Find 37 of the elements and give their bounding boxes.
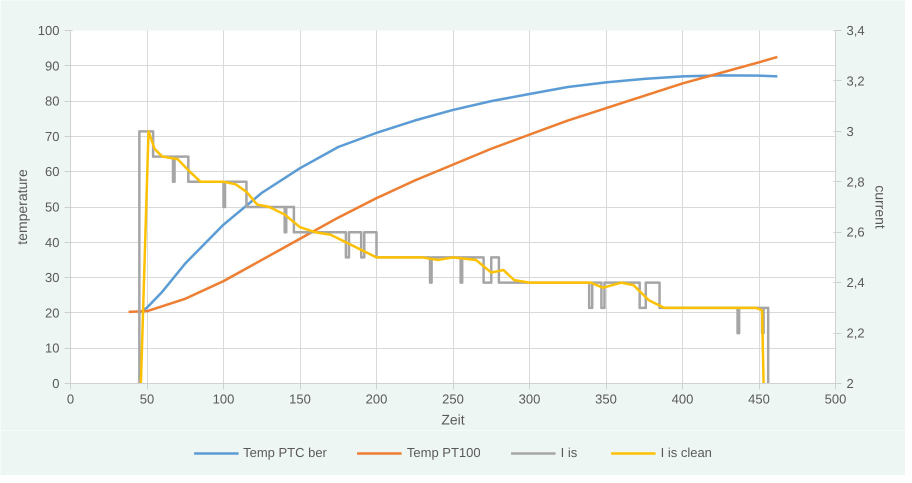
- y2-tick-label: 3,4: [846, 23, 865, 38]
- y-tick-label: 50: [45, 200, 60, 214]
- legend-label: I is clean: [660, 445, 712, 460]
- y-tick-label: 20: [45, 305, 60, 320]
- y-tick-label: 60: [45, 164, 60, 180]
- legend-label: I is: [560, 445, 578, 460]
- x-tick-label: 250: [442, 392, 464, 406]
- x-tick-label: 500: [824, 392, 846, 406]
- x-tick-label: 450: [748, 392, 770, 406]
- x-tick-label: 0: [66, 392, 74, 406]
- y-axis-title: temperature: [14, 169, 30, 245]
- x-tick-label: 100: [212, 392, 234, 406]
- y-tick-label: 40: [45, 234, 60, 250]
- x-tick-label: 400: [672, 392, 694, 406]
- y-tick-label: 30: [45, 270, 60, 286]
- legend-label: Temp PT100: [406, 445, 481, 460]
- x-tick-label: 200: [366, 392, 388, 406]
- y-tick-label: 70: [45, 128, 60, 144]
- y-tick-label: 90: [45, 58, 60, 74]
- y2-tick-label: 3: [846, 124, 854, 139]
- y-tick-label: 0: [52, 376, 60, 391]
- y2-tick-label: 2,6: [846, 224, 865, 240]
- y-tick-label: 10: [45, 340, 60, 356]
- y2-tick-label: 3,2: [846, 73, 865, 88]
- x-axis-title: Zeit: [441, 412, 465, 428]
- y-tick-label: 80: [45, 94, 60, 109]
- x-tick-label: 350: [595, 392, 617, 406]
- x-tick-label: 50: [140, 392, 154, 406]
- y2-axis-title: current: [872, 185, 889, 229]
- x-tick-label: 150: [289, 392, 311, 406]
- legend-label: Temp PTC ber: [243, 445, 327, 460]
- y2-tick-label: 2,2: [846, 326, 865, 341]
- y-tick-label: 100: [38, 23, 60, 38]
- x-tick-label: 300: [518, 392, 540, 406]
- y2-tick-label: 2,4: [846, 275, 865, 290]
- y2-tick-label: 2: [846, 376, 854, 391]
- y2-tick-label: 2,8: [846, 174, 865, 190]
